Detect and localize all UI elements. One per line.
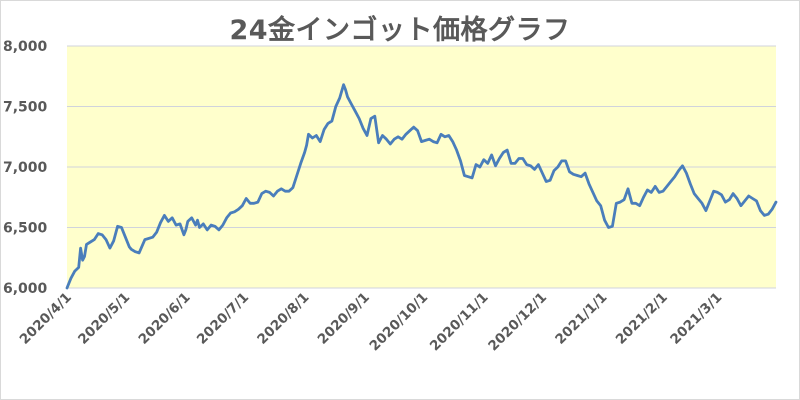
- x-tick-label: 2020/7/1: [194, 290, 252, 348]
- x-tick-label: 2020/12/1: [485, 290, 550, 355]
- y-tick-label: 6,000: [3, 281, 48, 297]
- x-tick-label: 2020/5/1: [75, 290, 133, 348]
- y-tick-label: 7,500: [3, 100, 48, 116]
- y-axis-labels: 6,000 6,500 7,000 7,500 8,000: [3, 39, 48, 297]
- chart-title: 24金インゴット価格グラフ: [229, 15, 571, 46]
- x-tick-label: 2021/2/1: [613, 290, 671, 348]
- price-line: [65, 83, 778, 290]
- y-tick-label: 6,500: [3, 221, 48, 237]
- x-axis-labels: 2020/4/1 2020/5/1 2020/6/1 2020/7/1 2020/8/1…: [17, 290, 726, 355]
- x-tick-label: 2020/11/1: [427, 290, 492, 355]
- gridlines: [67, 45, 776, 289]
- y-tick-label: 7,000: [3, 160, 48, 176]
- x-tick-label: 2020/4/1: [17, 290, 75, 348]
- x-tick-label: 2021/3/1: [667, 290, 725, 348]
- x-tick-label: 2020/9/1: [315, 290, 373, 348]
- x-tick-label: 2020/8/1: [254, 290, 312, 348]
- x-tick-label: 2020/6/1: [135, 290, 193, 348]
- y-tick-label: 8,000: [3, 39, 48, 55]
- x-tick-label: 2021/1/1: [552, 290, 610, 348]
- x-tick-label: 2020/10/1: [366, 290, 431, 355]
